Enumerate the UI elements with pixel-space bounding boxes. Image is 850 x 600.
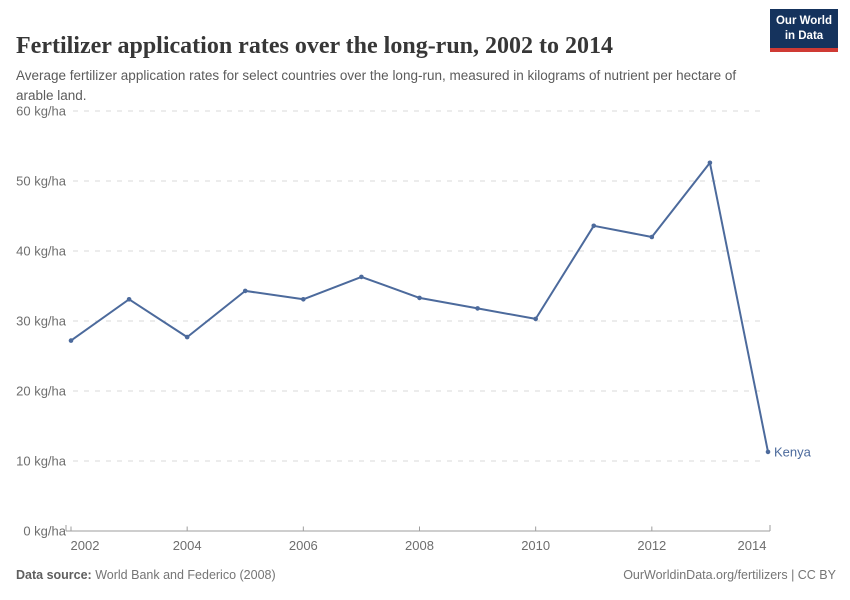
data-point[interactable] [242, 288, 248, 294]
data-point[interactable] [649, 234, 655, 240]
data-point[interactable] [475, 306, 480, 311]
owid-logo[interactable]: Our World in Data [770, 9, 838, 52]
data-point[interactable] [301, 297, 306, 302]
y-axis-tick-label: 30 kg/ha [16, 314, 67, 329]
y-axis-tick-label: 10 kg/ha [16, 454, 67, 469]
page-title: Fertilizer application rates over the lo… [16, 33, 614, 60]
data-source: Data source: World Bank and Federico (20… [16, 568, 276, 582]
x-axis-tick-label: 2006 [289, 538, 318, 553]
owid-logo-line2: in Data [784, 29, 824, 42]
data-point[interactable] [184, 334, 190, 340]
y-axis-tick-label: 0 kg/ha [23, 524, 66, 539]
data-point[interactable] [417, 295, 422, 301]
kenya-line-series[interactable] [70, 161, 769, 453]
data-point[interactable] [68, 338, 74, 343]
x-axis-tick-label: 2004 [173, 538, 202, 553]
data-point[interactable] [359, 274, 364, 280]
entity-label[interactable]: Kenya [774, 444, 812, 459]
data-point[interactable] [533, 316, 538, 322]
y-axis-tick-label: 20 kg/ha [16, 384, 67, 399]
y-axis-tick-label: 40 kg/ha [16, 244, 67, 259]
data-source-label: Data source: [16, 568, 92, 582]
x-axis-tick-label: 2012 [637, 538, 666, 553]
data-point[interactable] [126, 297, 132, 302]
x-axis-tick-label: 2002 [71, 538, 100, 553]
x-axis-tick-label: 2008 [405, 538, 434, 553]
chart-subtitle: Average fertilizer application rates for… [16, 67, 737, 104]
data-point[interactable] [591, 223, 597, 229]
x-axis-tick-label: 2014 [738, 538, 767, 553]
data-point[interactable] [707, 160, 713, 166]
y-axis-tick-label: 50 kg/ha [16, 174, 67, 189]
y-axis-tick-label: 60 kg/ha [16, 104, 67, 119]
attribution-link[interactable]: OurWorldinData.org/fertilizers | CC BY [623, 568, 836, 582]
x-axis-tick-label: 2010 [521, 538, 550, 553]
data-point[interactable] [765, 449, 771, 455]
chart-footer: Data source: World Bank and Federico (20… [16, 568, 836, 582]
data-source-value: World Bank and Federico (2008) [95, 568, 276, 582]
owid-logo-line1: Our World [775, 15, 832, 27]
